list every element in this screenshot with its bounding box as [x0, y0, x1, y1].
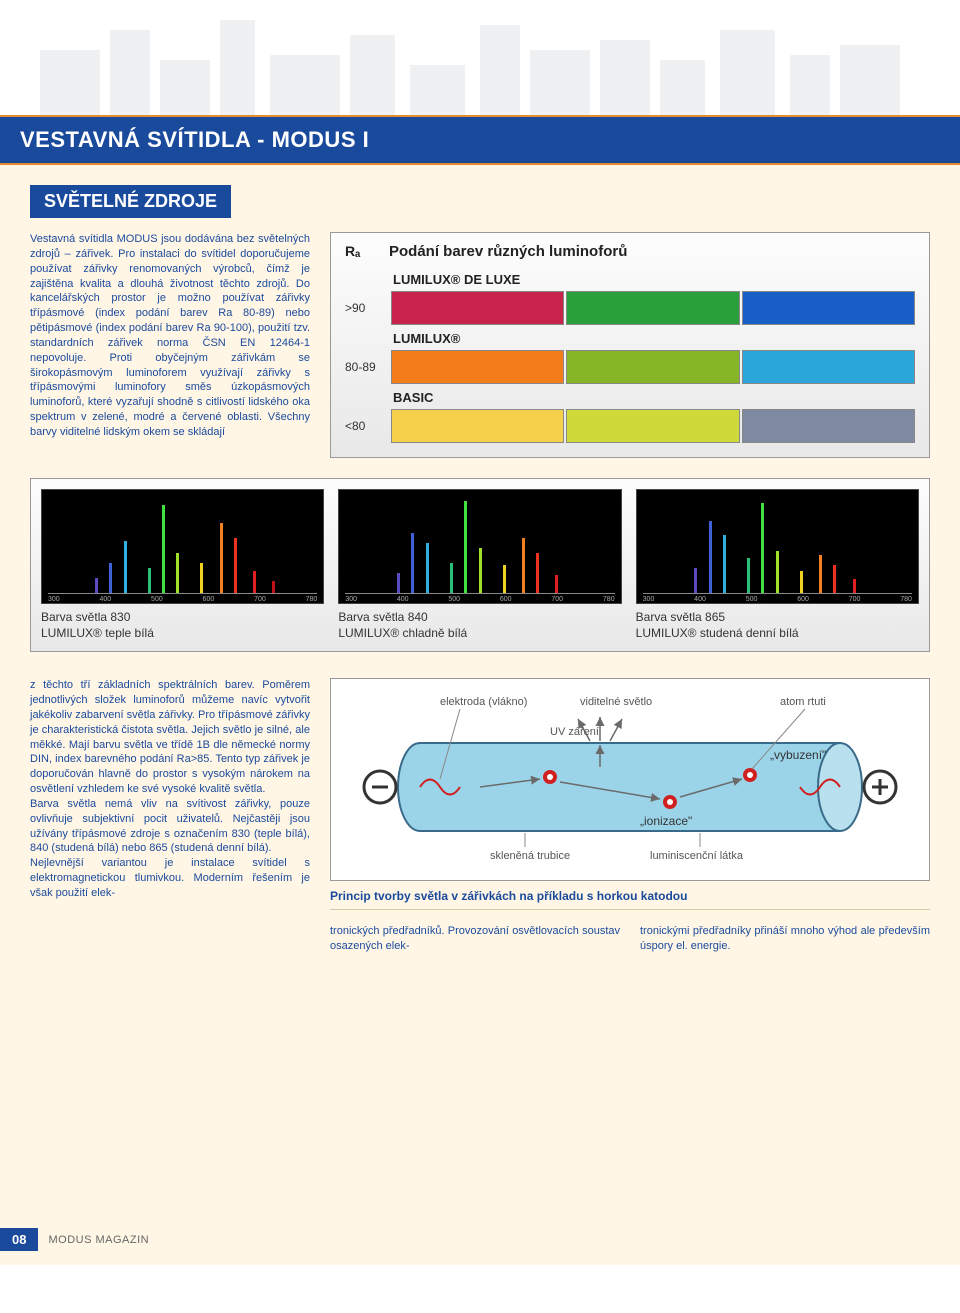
- lbl-phosphor: luminiscenční látka: [650, 850, 744, 862]
- ra-axis-label: Rₐ: [345, 243, 389, 268]
- spectrum-caption: Barva světla 865LUMILUX® studená denní b…: [636, 610, 919, 641]
- spectrum-chart: 300400500600700780: [636, 489, 919, 604]
- color-swatch: [566, 409, 739, 443]
- spectra-panel: 300400500600700780 Barva světla 830LUMILU…: [30, 478, 930, 652]
- page-number: 08: [0, 1228, 38, 1251]
- lbl-electrode: elektroda (vlákno): [440, 696, 527, 708]
- tube-diagram: elektroda (vlákno) viditelné světlo atom…: [339, 687, 921, 867]
- color-swatch: [742, 409, 915, 443]
- lbl-ionize: „ionizace": [640, 814, 692, 828]
- color-swatch: [566, 350, 739, 384]
- ra-value: <80: [345, 409, 389, 443]
- bottom-col-2: tronickými předřadníky přináší mnoho výh…: [640, 924, 930, 954]
- lbl-tube: skleněná trubice: [490, 850, 570, 862]
- page-footer: 08 MODUS MAGAZIN: [0, 1228, 149, 1251]
- mid-paragraph: z těchto tří základních spektrálních bar…: [30, 678, 310, 901]
- spectrum-chart: 300400500600700780: [338, 489, 621, 604]
- color-swatch: [742, 291, 915, 325]
- tube-diagram-box: elektroda (vlákno) viditelné světlo atom…: [330, 678, 930, 954]
- spectrum-chart: 300400500600700780: [41, 489, 324, 604]
- color-swatch: [391, 409, 564, 443]
- lbl-atom: atom rtuti: [780, 696, 826, 708]
- section-title: SVĚTELNÉ ZDROJE: [44, 191, 217, 211]
- lbl-excite: „vybuzení": [770, 748, 826, 762]
- color-swatch: [742, 350, 915, 384]
- bottom-col-1: tronických předřadníků. Provozování osvě…: [330, 924, 620, 954]
- color-swatch: [391, 291, 564, 325]
- ra-value: >90: [345, 291, 389, 325]
- luminofor-table: Rₐ Podání barev různých luminoforů LUMIL…: [330, 232, 930, 458]
- magazine-name: MODUS MAGAZIN: [48, 1234, 149, 1246]
- color-swatch: [391, 350, 564, 384]
- spectrum-card: 300400500600700780 Barva světla 830LUMILU…: [41, 489, 324, 641]
- spectrum-card: 300400500600700780 Barva světla 840LUMILU…: [338, 489, 621, 641]
- luminofor-row-label: BASIC: [391, 386, 915, 407]
- page-body: SVĚTELNÉ ZDROJE Vestavná svítidla MODUS …: [0, 165, 960, 1265]
- luminofor-row-label: LUMILUX®: [391, 327, 915, 348]
- page-title: VESTAVNÁ SVÍTIDLA - MODUS I: [20, 127, 369, 152]
- spectrum-caption: Barva světla 840LUMILUX® chladně bílá: [338, 610, 621, 641]
- ra-value: 80-89: [345, 350, 389, 384]
- skyline-decoration: [0, 0, 960, 115]
- spectrum-card: 300400500600700780 Barva světla 865LUMILU…: [636, 489, 919, 641]
- section-header: SVĚTELNÉ ZDROJE: [30, 185, 231, 218]
- lbl-uv: UV záření: [550, 726, 599, 738]
- spectrum-caption: Barva světla 830LUMILUX® teple bílá: [41, 610, 324, 641]
- page-header: VESTAVNÁ SVÍTIDLA - MODUS I: [0, 115, 960, 165]
- color-swatch: [566, 291, 739, 325]
- luminofor-row-label: LUMILUX® DE LUXE: [391, 268, 915, 289]
- lbl-visible: viditelné světlo: [580, 696, 652, 708]
- luminofor-title: Podání barev různých luminoforů: [389, 243, 627, 260]
- intro-paragraph: Vestavná svítidla MODUS jsou dodávána be…: [30, 232, 310, 440]
- tube-caption: Princip tvorby světla v zářivkách na pří…: [330, 889, 930, 910]
